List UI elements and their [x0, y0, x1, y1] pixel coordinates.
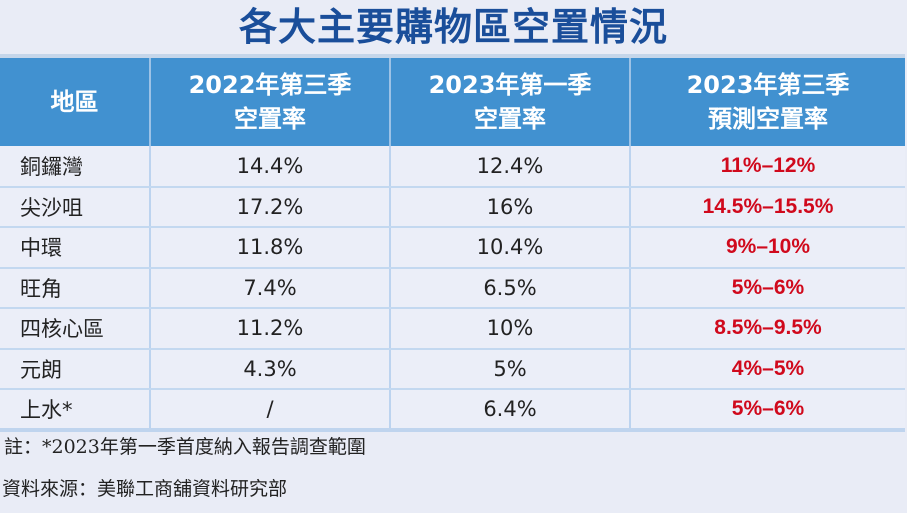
cell-district: 中環	[0, 227, 150, 269]
cell-q1-2023: 6.4%	[389, 389, 630, 432]
cell-q3-2022: /	[149, 389, 390, 432]
cell-q3-2023-forecast: 11%–12%	[629, 146, 905, 188]
cell-district: 上水*	[0, 389, 150, 432]
cell-district: 四核心區	[0, 308, 150, 350]
cell-district: 旺角	[0, 267, 150, 309]
header-q3-2023-forecast-line2: 預測空置率	[708, 105, 828, 133]
cell-district: 元朗	[0, 348, 150, 390]
cell-q1-2023: 10%	[389, 308, 630, 350]
vacancy-table: 地區 2022年第三季 空置率 2023年第一季 空置率 2023年第三季 預測…	[0, 54, 905, 432]
cell-q3-2023-forecast: 9%–10%	[629, 227, 905, 269]
table-row: 銅鑼灣 14.4% 12.4% 11%–12%	[0, 146, 905, 188]
cell-q3-2022: 11.2%	[149, 308, 390, 350]
header-q3-2022-line1: 2022年第三季	[188, 71, 352, 99]
cell-q1-2023: 12.4%	[389, 146, 630, 188]
cell-q1-2023: 6.5%	[389, 267, 630, 309]
cell-q3-2023-forecast: 8.5%–9.5%	[629, 308, 905, 350]
notes-section: 註：*2023年第一季首度納入報告調查範圍 資料來源：美聯工商舖資料研究部	[0, 428, 907, 512]
vacancy-table-container: 地區 2022年第三季 空置率 2023年第一季 空置率 2023年第三季 預測…	[0, 54, 905, 432]
cell-q1-2023: 5%	[389, 348, 630, 390]
header-q3-2022: 2022年第三季 空置率	[149, 54, 390, 146]
table-header-row: 地區 2022年第三季 空置率 2023年第一季 空置率 2023年第三季 預測…	[0, 54, 905, 146]
table-row: 四核心區 11.2% 10% 8.5%–9.5%	[0, 308, 905, 350]
page-title: 各大主要購物區空置情況	[238, 4, 668, 49]
cell-q3-2022: 17.2%	[149, 186, 390, 228]
header-district: 地區	[0, 54, 150, 146]
header-q1-2023-line1: 2023年第一季	[428, 71, 592, 99]
table-row: 尖沙咀 17.2% 16% 14.5%–15.5%	[0, 186, 905, 228]
cell-q3-2023-forecast: 5%–6%	[629, 267, 905, 309]
header-q1-2023: 2023年第一季 空置率	[389, 54, 630, 146]
cell-q3-2023-forecast: 4%–5%	[629, 348, 905, 390]
footnote: 註：*2023年第一季首度納入報告調查範圍	[4, 436, 366, 458]
cell-q3-2022: 14.4%	[149, 146, 390, 188]
header-q3-2023-forecast: 2023年第三季 預測空置率	[629, 54, 905, 146]
table-row: 旺角 7.4% 6.5% 5%–6%	[0, 267, 905, 309]
table-row: 元朗 4.3% 5% 4%–5%	[0, 348, 905, 390]
cell-district: 尖沙咀	[0, 186, 150, 228]
cell-q3-2023-forecast: 5%–6%	[629, 389, 905, 432]
cell-q1-2023: 16%	[389, 186, 630, 228]
header-q1-2023-line2: 空置率	[474, 105, 546, 133]
cell-district: 銅鑼灣	[0, 146, 150, 188]
cell-q1-2023: 10.4%	[389, 227, 630, 269]
table-row: 中環 11.8% 10.4% 9%–10%	[0, 227, 905, 269]
cell-q3-2023-forecast: 14.5%–15.5%	[629, 186, 905, 228]
cell-q3-2022: 11.8%	[149, 227, 390, 269]
cell-q3-2022: 7.4%	[149, 267, 390, 309]
table-row: 上水* / 6.4% 5%–6%	[0, 389, 905, 432]
header-district-label: 地區	[50, 88, 99, 116]
header-q3-2023-forecast-line1: 2023年第三季	[686, 71, 850, 99]
cell-q3-2022: 4.3%	[149, 348, 390, 390]
data-source: 資料來源：美聯工商舖資料研究部	[2, 478, 288, 500]
header-q3-2022-line2: 空置率	[234, 105, 306, 133]
